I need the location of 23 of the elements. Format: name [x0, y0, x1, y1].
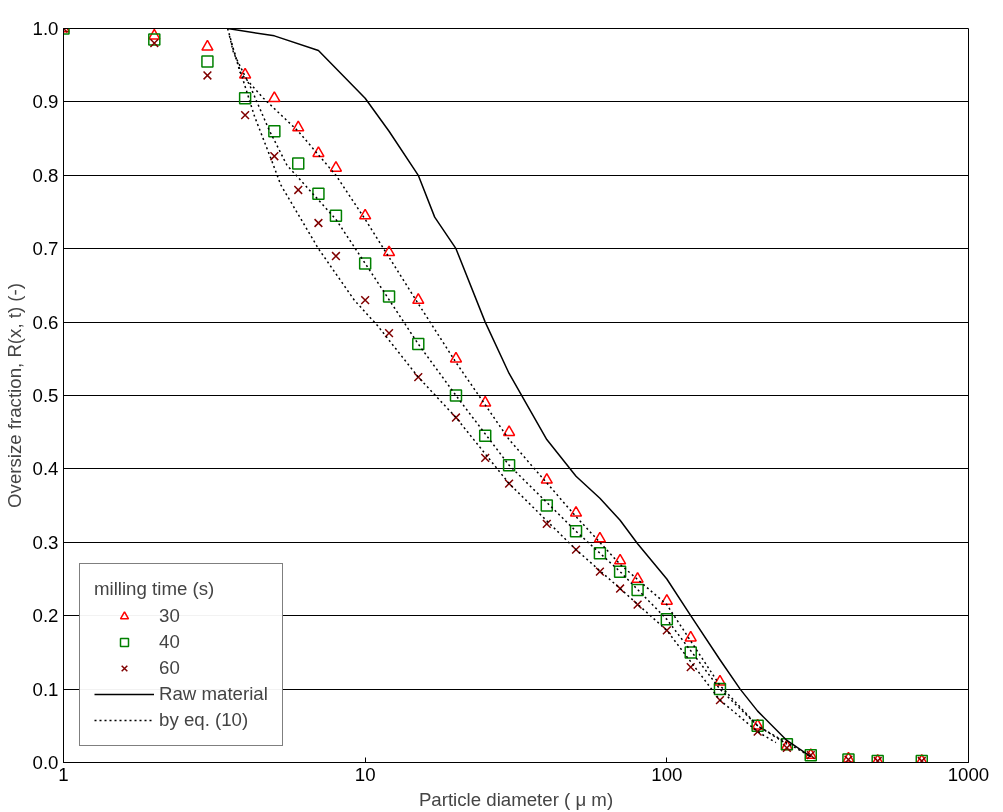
- y-tick-label: 0.8: [32, 164, 59, 186]
- y-tick-label: 0.4: [32, 458, 59, 480]
- x-tick-label: 100: [651, 763, 683, 785]
- y-tick-label: 1.0: [32, 18, 59, 39]
- y-tick-label: 0.5: [32, 385, 59, 406]
- y-tick-label: 0.6: [32, 311, 59, 333]
- x-tick-label: 1000: [947, 763, 990, 785]
- legend-label: Raw material: [159, 683, 268, 705]
- x-tick-label: 1: [58, 763, 69, 785]
- y-tick-label: 0.0: [32, 752, 59, 773]
- legend-label: 40: [159, 631, 180, 653]
- legend-label: 60: [159, 657, 180, 679]
- legend-title: milling time (s): [94, 578, 216, 600]
- y-tick-label: 0.7: [32, 238, 59, 260]
- x-tick-label: 10: [354, 763, 376, 785]
- legend-label: by eq. (10): [159, 709, 249, 731]
- legend-label: 30: [159, 605, 180, 627]
- y-axis-title: Oversize fraction, R(x, t) (-): [3, 283, 25, 508]
- y-tick-label: 0.9: [32, 91, 59, 113]
- y-tick-label: 0.3: [32, 531, 59, 553]
- y-tick-label: 0.1: [32, 678, 59, 700]
- y-tick-label: 0.2: [32, 605, 59, 627]
- x-axis-title: Particle diameter ( μ m): [418, 788, 614, 810]
